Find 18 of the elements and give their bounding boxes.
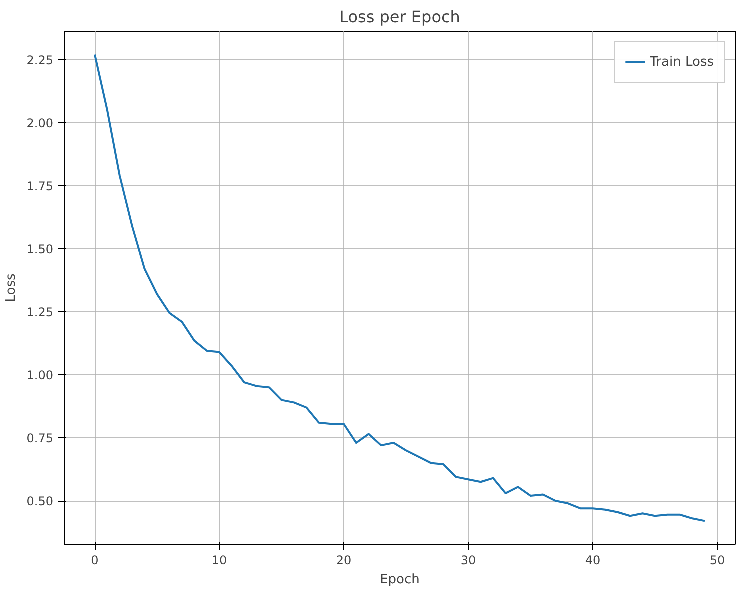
x-tick-label: 0 bbox=[91, 554, 99, 568]
y-tick-label: 1.75 bbox=[26, 179, 54, 194]
x-tick-label: 10 bbox=[212, 554, 228, 568]
x-axis-title: Epoch bbox=[380, 572, 420, 588]
x-tick-label: 40 bbox=[585, 554, 601, 568]
y-axis-title: Loss bbox=[4, 274, 19, 302]
y-tick-label: 0.75 bbox=[26, 431, 54, 446]
legend-label: Train Loss bbox=[650, 54, 714, 70]
y-tick-label: 2.00 bbox=[26, 116, 54, 130]
y-tick-label: 1.50 bbox=[26, 242, 54, 256]
x-tick-label: 50 bbox=[710, 554, 726, 568]
x-tick-label: 20 bbox=[336, 554, 352, 568]
y-tick-label: 2.25 bbox=[26, 53, 54, 68]
y-tick-label: 1.00 bbox=[26, 368, 54, 382]
chart-title: Loss per Epoch bbox=[340, 8, 460, 26]
x-tick-label: 30 bbox=[460, 554, 476, 568]
y-tick-label: 0.50 bbox=[26, 494, 54, 509]
y-tick-label: 1.25 bbox=[26, 305, 54, 320]
